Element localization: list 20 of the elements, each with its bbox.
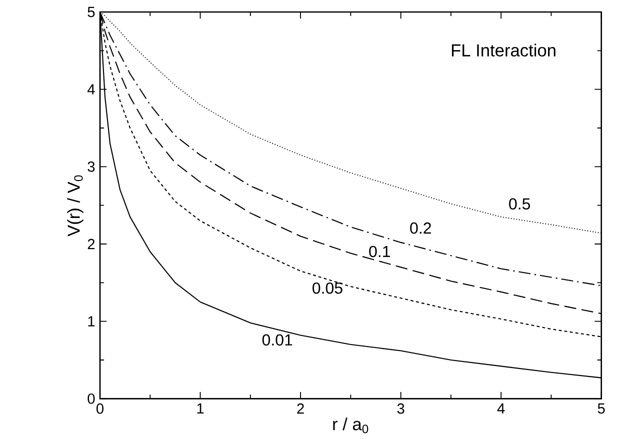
x-tick-label: 1 (197, 403, 204, 414)
y-tick-label: 0 (88, 393, 95, 404)
y-tick-label: 5 (88, 6, 95, 18)
series-label: 0.05 (312, 282, 342, 294)
y-tick-label: 3 (88, 161, 95, 172)
series-label: 0.01 (262, 334, 292, 346)
y-tick-label: 1 (88, 316, 95, 326)
x-tick-label: 5 (598, 403, 605, 414)
x-axis-title: r / a$_{0}$ (333, 418, 368, 434)
series-label: 0.2 (410, 222, 431, 234)
x-tick-label: 4 (497, 403, 505, 414)
text: FL Interaction (452, 44, 556, 57)
series-label: 0.5 (509, 198, 530, 210)
y-axis-title: V(r) / V$_{0}$ (67, 175, 84, 236)
y-tick-label: 4 (87, 84, 95, 94)
y-tick-label: 2 (88, 238, 95, 250)
x-tick-label: 2 (297, 403, 304, 414)
x-tick-label: 3 (397, 403, 404, 414)
x-tick-label: 0 (96, 403, 104, 414)
series-label: 0.1 (369, 246, 390, 258)
